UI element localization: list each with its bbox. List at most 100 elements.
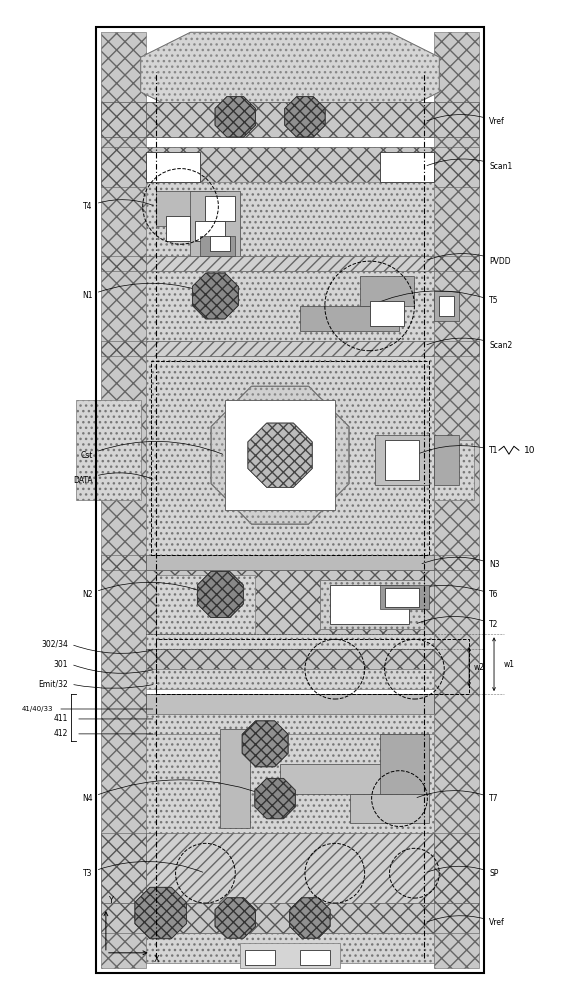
Bar [225, 400, 335, 510]
Polygon shape [215, 97, 256, 137]
Polygon shape [285, 97, 325, 137]
Text: T4: T4 [84, 200, 153, 211]
Bar [146, 147, 435, 187]
Text: Scan1: Scan1 [427, 159, 512, 171]
Bar [101, 903, 479, 933]
Polygon shape [290, 898, 330, 938]
Bar [220, 729, 250, 828]
Bar [146, 271, 435, 341]
Bar [101, 147, 479, 187]
Bar [101, 102, 479, 137]
Bar [375, 435, 429, 485]
Bar [320, 580, 424, 629]
Bar [206, 196, 235, 221]
Bar [379, 152, 435, 182]
Text: PVDD: PVDD [427, 254, 511, 266]
Bar [370, 301, 404, 326]
Text: 412: 412 [53, 729, 68, 738]
Bar [300, 950, 330, 965]
Text: T7: T7 [417, 791, 498, 803]
Text: 302/34: 302/34 [41, 640, 68, 649]
Text: N4: N4 [83, 780, 272, 803]
Bar [379, 734, 429, 794]
Text: SP: SP [427, 866, 498, 878]
Text: DATA: DATA [73, 473, 153, 485]
Bar [156, 191, 225, 226]
Text: Emit/32: Emit/32 [38, 680, 68, 689]
Text: w2: w2 [474, 663, 485, 672]
Bar [146, 182, 435, 261]
Bar [101, 341, 479, 356]
Text: T1: T1 [407, 446, 498, 459]
Bar [350, 794, 429, 823]
Text: N2: N2 [83, 582, 208, 599]
Bar [360, 276, 414, 306]
Bar [435, 32, 479, 968]
Text: N1: N1 [83, 283, 213, 300]
Bar [379, 585, 429, 609]
Bar [210, 236, 230, 251]
Bar [435, 291, 459, 321]
Bar [320, 580, 424, 629]
Text: N3: N3 [422, 557, 500, 569]
Text: 41/40/33: 41/40/33 [21, 706, 53, 712]
Bar [435, 555, 479, 570]
Bar [300, 306, 400, 331]
Bar [435, 435, 459, 485]
Text: Vref: Vref [427, 115, 505, 126]
Bar [146, 634, 435, 649]
Bar [146, 669, 435, 689]
Polygon shape [211, 386, 349, 524]
Bar [435, 833, 479, 903]
Bar [435, 440, 474, 500]
Bar [156, 575, 255, 634]
Bar [101, 256, 479, 271]
Text: Vref: Vref [427, 916, 505, 927]
Bar [146, 256, 435, 271]
Bar [166, 216, 191, 241]
Text: Y: Y [108, 896, 113, 905]
Bar [146, 649, 435, 669]
Polygon shape [242, 721, 288, 767]
Text: T5: T5 [372, 291, 498, 305]
Bar [146, 933, 435, 963]
Bar [146, 833, 435, 903]
Bar [385, 440, 419, 480]
Bar [146, 356, 435, 560]
Bar [146, 341, 435, 356]
Bar [146, 714, 435, 734]
Bar [76, 400, 141, 500]
Text: 10: 10 [524, 446, 535, 455]
Polygon shape [248, 423, 312, 487]
Bar [101, 833, 146, 903]
Bar [245, 950, 275, 965]
Bar [146, 903, 435, 933]
Bar [191, 191, 240, 256]
Text: X: X [153, 955, 159, 964]
Polygon shape [192, 273, 238, 319]
Bar [146, 570, 435, 639]
Bar [101, 555, 146, 570]
Text: 411: 411 [53, 714, 68, 723]
Bar [150, 361, 429, 555]
Bar [240, 943, 340, 968]
Text: Scan2: Scan2 [427, 338, 512, 350]
Bar [146, 719, 435, 838]
Text: T2: T2 [417, 616, 498, 629]
Bar [96, 27, 484, 973]
Bar [195, 221, 225, 241]
Polygon shape [255, 778, 295, 819]
Polygon shape [135, 887, 187, 939]
Bar [146, 152, 200, 182]
Bar [146, 555, 435, 570]
Bar [146, 102, 435, 137]
Bar [439, 296, 454, 316]
Polygon shape [198, 572, 243, 618]
Text: T3: T3 [84, 861, 203, 878]
Bar [200, 236, 235, 256]
Bar [146, 694, 435, 714]
Text: w1: w1 [504, 660, 515, 669]
Polygon shape [215, 898, 256, 938]
Bar [101, 32, 146, 968]
Bar [156, 639, 469, 694]
